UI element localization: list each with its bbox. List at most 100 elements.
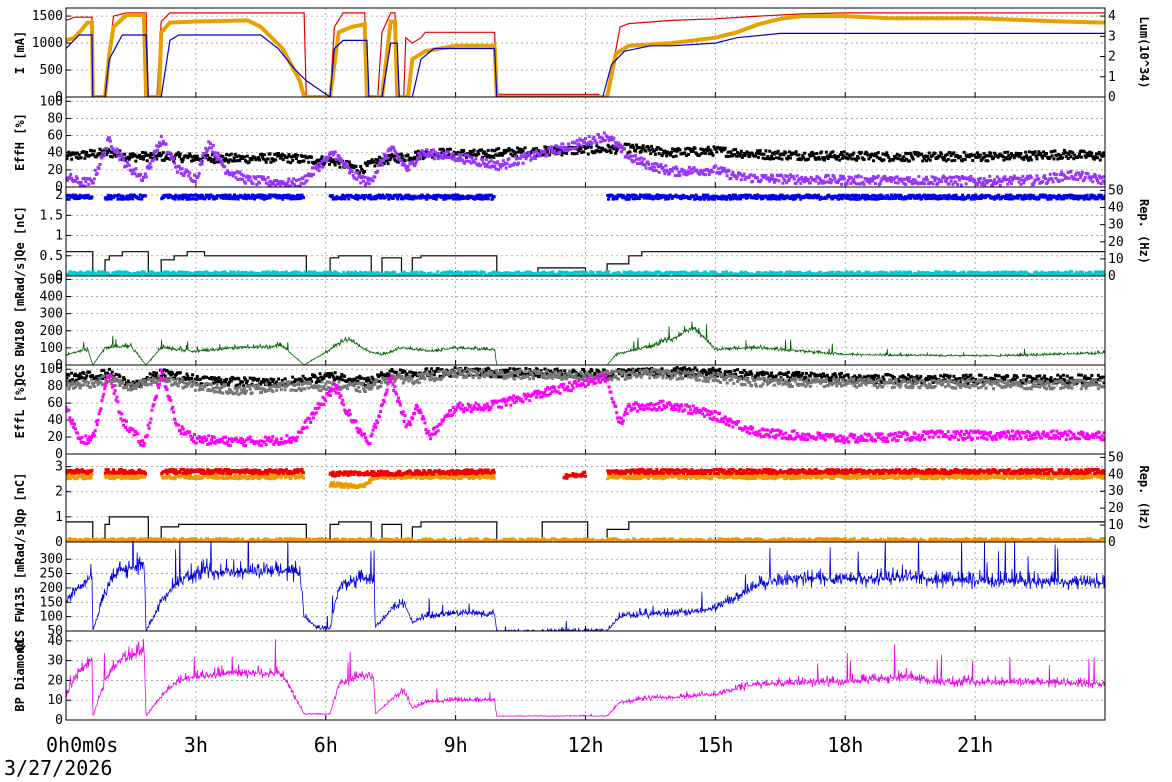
data-point — [1095, 179, 1099, 183]
data-point — [905, 157, 909, 161]
data-point — [199, 196, 203, 200]
data-point — [678, 148, 682, 152]
y-tick-label: 500 — [40, 272, 63, 287]
data-point — [107, 197, 111, 201]
data-point — [838, 177, 842, 181]
data-point — [213, 151, 217, 155]
data-point — [227, 153, 231, 157]
data-point — [486, 197, 490, 201]
data-point — [723, 169, 727, 173]
data-point — [537, 154, 541, 158]
data-point — [464, 153, 468, 157]
data-point — [457, 152, 461, 156]
data-point — [91, 270, 95, 274]
data-point — [140, 272, 144, 276]
data-point — [1037, 197, 1041, 201]
data-point — [508, 148, 512, 152]
data-point — [236, 178, 240, 182]
data-point — [443, 156, 447, 160]
data-point — [674, 193, 678, 197]
data-point — [1100, 154, 1104, 158]
data-point — [664, 164, 668, 168]
data-point — [594, 149, 598, 153]
data-point — [973, 153, 977, 157]
data-point — [228, 193, 232, 197]
data-point — [938, 194, 942, 198]
data-point — [204, 195, 208, 199]
data-point — [111, 271, 115, 275]
data-point — [320, 155, 324, 159]
data-point — [1103, 181, 1105, 185]
data-point — [762, 175, 766, 179]
data-point — [1062, 173, 1066, 177]
data-point — [221, 163, 225, 167]
data-point — [845, 152, 849, 156]
data-point — [825, 196, 829, 200]
data-point — [214, 155, 218, 159]
data-point — [330, 194, 334, 198]
data-point — [720, 166, 724, 170]
data-point — [316, 158, 320, 162]
data-point — [494, 153, 498, 157]
data-point — [873, 152, 877, 156]
data-point — [1043, 177, 1047, 181]
data-point — [996, 180, 1000, 184]
data-point — [722, 166, 726, 170]
data-point — [468, 155, 472, 159]
data-point — [1079, 274, 1083, 276]
data-point — [494, 271, 498, 275]
data-point — [1065, 274, 1069, 276]
data-point — [785, 181, 789, 185]
data-point — [1067, 152, 1071, 156]
data-point — [507, 157, 511, 161]
data-point — [166, 156, 170, 160]
data-point — [631, 143, 635, 147]
data-point — [983, 183, 987, 187]
data-point — [332, 161, 336, 165]
data-point — [894, 156, 898, 160]
data-point — [195, 197, 199, 201]
data-point — [692, 195, 696, 199]
data-point — [179, 171, 183, 175]
data-point — [106, 271, 110, 275]
data-point — [77, 377, 81, 381]
data-point — [186, 271, 190, 275]
data-point — [779, 152, 783, 156]
data-point — [374, 158, 378, 162]
data-point — [362, 175, 366, 179]
data-point — [677, 270, 681, 274]
data-point — [1065, 151, 1069, 155]
data-point — [593, 138, 597, 142]
data-point — [159, 153, 163, 157]
data-point — [978, 153, 982, 157]
data-point — [480, 148, 484, 152]
data-point — [510, 271, 514, 275]
data-point — [254, 177, 258, 181]
data-point — [261, 157, 265, 161]
data-point — [528, 154, 532, 158]
data-point — [112, 153, 116, 157]
data-point — [1037, 177, 1041, 181]
data-point — [1060, 178, 1064, 182]
data-point — [127, 195, 131, 199]
data-point — [637, 145, 641, 149]
data-point — [877, 271, 881, 275]
data-point — [175, 165, 179, 169]
data-point — [812, 152, 816, 156]
data-point — [794, 181, 798, 185]
data-point — [241, 177, 245, 181]
data-point — [901, 177, 905, 181]
data-point — [74, 155, 78, 159]
data-point — [318, 160, 322, 164]
data-point — [902, 155, 906, 159]
data-point — [556, 151, 560, 155]
data-point — [969, 174, 973, 178]
data-point — [1009, 182, 1013, 186]
data-point — [380, 163, 384, 167]
data-point — [857, 270, 861, 274]
data-point — [654, 196, 658, 200]
data-point — [389, 148, 393, 152]
data-point — [448, 155, 452, 159]
series-noisy-0 — [66, 321, 1105, 365]
data-point — [971, 159, 975, 163]
